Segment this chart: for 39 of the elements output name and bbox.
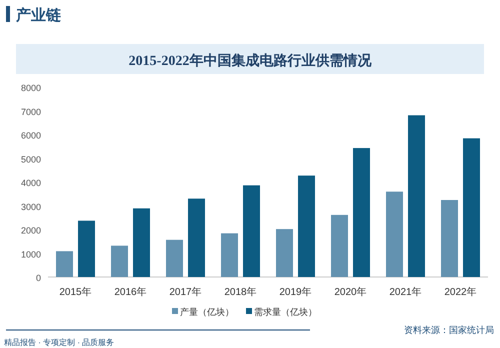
bar xyxy=(221,233,238,277)
x-tick-label: 2015年 xyxy=(59,286,92,298)
x-tick-label: 2020年 xyxy=(334,286,367,298)
bar xyxy=(298,176,315,277)
bar xyxy=(276,229,293,277)
bar xyxy=(133,208,150,277)
x-tick-label: 2021年 xyxy=(389,286,422,298)
legend-label: 需求量（亿块） xyxy=(254,307,317,317)
y-tick-label: 4000 xyxy=(20,178,41,188)
x-tick-label: 2019年 xyxy=(279,286,312,298)
bar xyxy=(111,246,128,277)
bar xyxy=(188,198,205,277)
text: 精品报告 · 专项定制 · 品质服务 xyxy=(4,338,114,347)
text: 资料来源：国家统计局 xyxy=(404,325,494,335)
bar xyxy=(331,214,348,277)
chart-title: 2015-2022年中国集成电路行业供需情况 xyxy=(128,53,372,69)
x-tick-label: 2018年 xyxy=(224,286,257,298)
bar xyxy=(243,185,260,277)
y-tick-label: 0 xyxy=(36,273,41,283)
bar xyxy=(166,240,183,277)
bar xyxy=(353,148,370,277)
bar xyxy=(56,251,73,277)
y-tick-label: 6000 xyxy=(20,130,41,140)
legend-label: 产量（亿块） xyxy=(180,307,234,317)
bar xyxy=(408,115,425,277)
bar xyxy=(463,138,480,277)
x-tick-label: 2022年 xyxy=(444,286,477,298)
y-tick-label: 1000 xyxy=(20,249,41,260)
x-tick-label: 2017年 xyxy=(169,286,202,298)
bar xyxy=(386,192,403,277)
y-tick-label: 3000 xyxy=(20,202,41,212)
y-tick-label: 2000 xyxy=(20,226,41,236)
y-tick-label: 8000 xyxy=(20,83,41,93)
bar xyxy=(78,220,95,277)
x-tick-label: 2016年 xyxy=(114,286,147,298)
y-tick-label: 7000 xyxy=(20,106,41,117)
y-tick-label: 5000 xyxy=(20,154,41,164)
chart-subtitle: 产业链 xyxy=(15,7,62,24)
bar xyxy=(441,200,458,277)
